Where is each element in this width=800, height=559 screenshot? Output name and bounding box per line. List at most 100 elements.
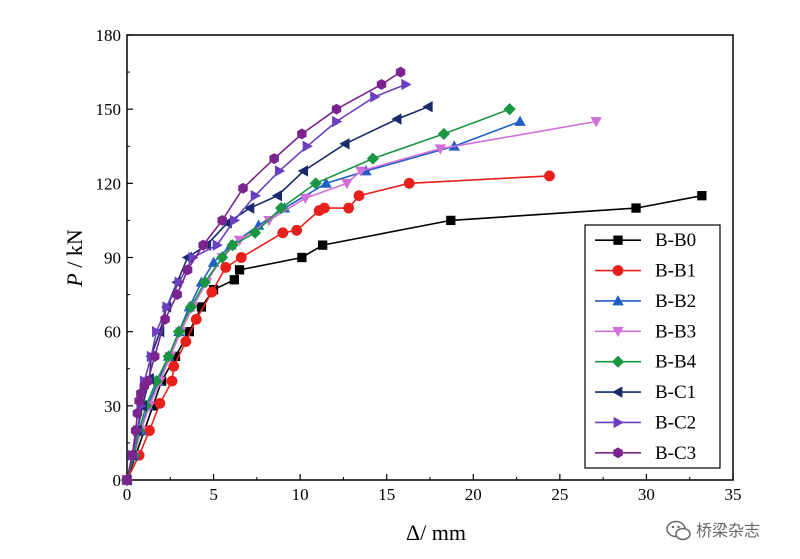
legend-marker [612, 386, 623, 398]
data-point [391, 113, 402, 125]
data-point [343, 202, 355, 214]
data-point [370, 91, 381, 103]
x-axis-label: Δ/ mm [406, 520, 466, 545]
data-point [318, 240, 328, 250]
data-point [277, 227, 289, 239]
watermark: 桥梁杂志 [666, 520, 760, 541]
y-tick-label: 30 [104, 397, 121, 416]
data-point [544, 170, 555, 182]
series-B-C3 [122, 66, 406, 486]
axis-ticks: 0 5 10 15 20 25 30 35 0 30 60 90 120 150 180 [96, 26, 742, 504]
legend-item: B-B2 [595, 291, 696, 312]
legend-item: B-B1 [595, 261, 696, 282]
data-point [291, 224, 303, 236]
data-point [198, 276, 211, 289]
legend-label: B-B2 [655, 291, 696, 312]
data-point [172, 289, 182, 301]
data-point [437, 127, 450, 140]
legend-label: B-B4 [655, 352, 697, 373]
data-point [207, 256, 220, 267]
legend-label: B-C2 [655, 412, 696, 433]
legend-label: B-B0 [655, 230, 696, 251]
data-point [216, 251, 229, 264]
data-point [249, 226, 262, 239]
legend-label: B-C1 [655, 382, 696, 403]
data-point [234, 265, 245, 275]
legend-item: B-C1 [595, 382, 696, 403]
data-point [174, 276, 185, 288]
data-point [220, 261, 232, 273]
data-point [297, 252, 307, 263]
legend-label: B-B3 [655, 321, 696, 342]
data-point [152, 325, 163, 338]
y-tick-label: 90 [104, 249, 121, 268]
legend-marker [613, 447, 623, 459]
x-tick-label: 10 [292, 485, 309, 504]
series-B-C2 [122, 78, 412, 486]
data-point [299, 193, 312, 204]
data-point [154, 397, 166, 409]
data-point [339, 138, 350, 150]
series-line [126, 105, 429, 481]
data-point [320, 177, 332, 188]
data-point [401, 78, 412, 91]
legend-box [584, 224, 721, 469]
legend-marker [612, 326, 624, 338]
data-point [182, 264, 193, 276]
data-point [331, 103, 342, 115]
wechat-icon [666, 520, 691, 541]
y-tick-label: 180 [96, 26, 122, 45]
legend-label: B-B1 [655, 261, 696, 282]
x-tick-label: 15 [378, 485, 395, 504]
legend-marker [613, 235, 623, 245]
data-point [434, 144, 447, 155]
data-point [274, 165, 286, 177]
data-point [332, 115, 343, 128]
data-point [355, 166, 367, 177]
y-tick-label: 150 [96, 100, 122, 119]
data-point [395, 66, 406, 78]
data-point [229, 214, 241, 227]
data-point [149, 350, 160, 362]
data-point [514, 115, 526, 126]
data-point [309, 177, 322, 190]
legend-marker [612, 295, 624, 306]
data-point [697, 191, 707, 201]
x-tick-label: 25 [551, 485, 568, 504]
data-point [403, 177, 415, 189]
legend-item: B-C2 [595, 412, 696, 433]
data-point [353, 190, 365, 202]
data-point [229, 275, 239, 285]
legend-label: B-C3 [655, 443, 696, 464]
legend: B-B0 B-B1 B-B2 B-B3 B-B4 B-C1 B-C2 B-C3 [584, 224, 721, 469]
data-point [244, 202, 255, 214]
data-point [162, 301, 173, 313]
series-line [126, 120, 521, 481]
legend-marker [611, 355, 625, 368]
data-point [297, 165, 309, 177]
legend-item: B-B3 [595, 321, 696, 342]
series-line [126, 71, 402, 481]
y-axis-label-unit: / kN [62, 229, 87, 273]
y-tick-label: 0 [113, 471, 122, 490]
data-point [162, 350, 175, 363]
data-point [235, 252, 247, 263]
data-point [184, 300, 198, 314]
data-point [132, 407, 143, 419]
series-line [126, 108, 510, 481]
y-tick-label: 120 [96, 174, 122, 193]
series-layer [120, 66, 707, 487]
data-point [143, 375, 153, 387]
data-point [160, 313, 170, 325]
data-point [238, 182, 248, 194]
x-tick-label: 30 [638, 485, 655, 504]
data-point [341, 178, 353, 190]
data-point [180, 336, 192, 347]
data-point [127, 449, 137, 461]
data-point [168, 360, 180, 372]
data-point [366, 152, 379, 165]
data-point [318, 202, 330, 214]
data-point [590, 117, 602, 128]
data-point [631, 203, 641, 213]
